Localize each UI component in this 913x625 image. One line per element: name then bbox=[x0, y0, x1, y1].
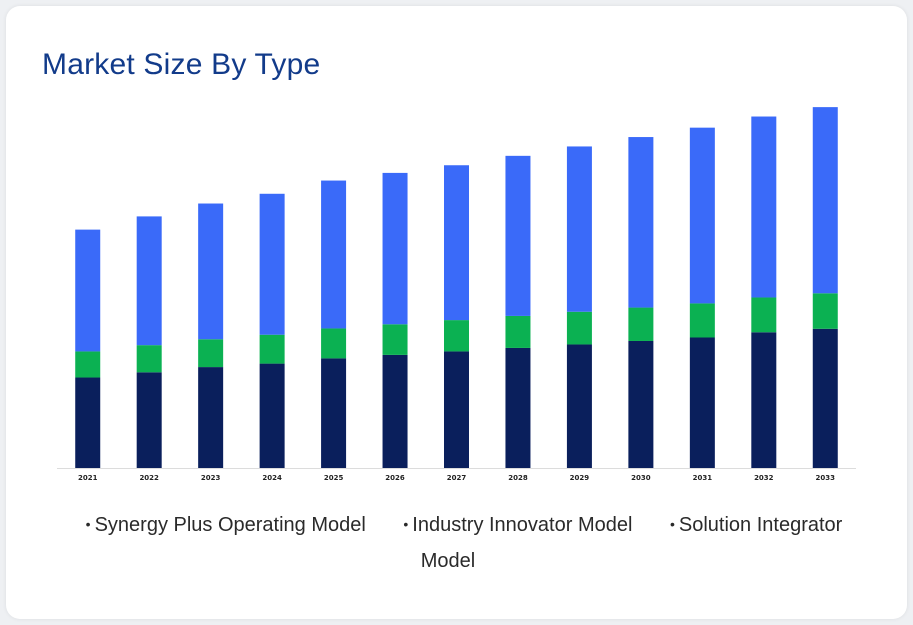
bar-segment-2030-series-1 bbox=[628, 340, 654, 468]
bar-segment-2027-series-2 bbox=[444, 320, 469, 352]
bar-segment-2032-series-1 bbox=[751, 332, 777, 468]
bar-segment-2022-series-1 bbox=[136, 372, 162, 468]
bar-segment-2021-series-3 bbox=[75, 229, 101, 352]
bar-segment-2031-series-1 bbox=[689, 337, 715, 468]
bar-segment-2026-series-2 bbox=[382, 324, 408, 355]
legend-item: • Synergy Plus Operating Model bbox=[86, 514, 366, 536]
x-tick-label: 2029 bbox=[570, 474, 590, 482]
bar-segment-2032-series-2 bbox=[751, 297, 777, 333]
bar-segment-2027-series-3 bbox=[444, 165, 469, 321]
bar-segment-2026-series-1 bbox=[382, 354, 408, 468]
bar-segment-2031-series-2 bbox=[689, 303, 715, 338]
legend-item: • Solution Integrator Model bbox=[421, 514, 843, 572]
bar-segment-2025-series-3 bbox=[321, 180, 347, 329]
bar-segment-2021-series-2 bbox=[75, 351, 101, 378]
bar-segment-2024-series-3 bbox=[259, 193, 285, 335]
bar-segment-2032-series-3 bbox=[751, 116, 777, 298]
bar-segment-2030-series-3 bbox=[628, 137, 654, 308]
x-tick-labels: 2021 2022 2023 2024 2025 2026 2027 2028 2029 2030… bbox=[78, 474, 835, 482]
x-tick-label: 2027 bbox=[447, 474, 467, 482]
bar-segment-2022-series-3 bbox=[136, 216, 162, 346]
x-tick-label: 2023 bbox=[201, 474, 221, 482]
bullet-icon: • bbox=[403, 516, 409, 532]
bar-segment-2023-series-3 bbox=[198, 203, 224, 340]
bar-segment-2025-series-2 bbox=[321, 328, 347, 359]
bar-segment-2031-series-3 bbox=[689, 127, 715, 304]
bullet-icon: • bbox=[85, 516, 91, 532]
x-tick-label: 2031 bbox=[693, 474, 713, 482]
legend-label: Industry Innovator Model bbox=[412, 514, 633, 536]
bar-segment-2028-series-2 bbox=[505, 315, 531, 348]
bar-segment-2021-series-1 bbox=[75, 377, 101, 468]
bar-segment-2029-series-3 bbox=[566, 146, 592, 312]
x-tick-label: 2032 bbox=[754, 474, 774, 482]
x-tick-label: 2025 bbox=[324, 474, 344, 482]
legend-item: • Industry Innovator Model bbox=[403, 514, 632, 536]
bar-segment-2033-series-1 bbox=[812, 328, 838, 468]
bar-segment-2033-series-2 bbox=[812, 293, 838, 329]
bar-segment-2029-series-2 bbox=[566, 311, 592, 345]
bar-segment-2029-series-1 bbox=[566, 344, 592, 468]
bar-segment-2023-series-1 bbox=[198, 367, 224, 468]
bar-segment-2023-series-2 bbox=[198, 339, 224, 368]
chart-legend: • Synergy Plus Operating Model • Industry … bbox=[46, 506, 866, 579]
bar-segment-2027-series-1 bbox=[444, 351, 469, 468]
x-tick-label: 2024 bbox=[262, 474, 282, 482]
x-tick-label: 2028 bbox=[508, 474, 528, 482]
legend-label: Solution Integrator Model bbox=[420, 514, 843, 572]
bar-segment-2024-series-1 bbox=[259, 363, 285, 468]
chart-title: Market Size By Type bbox=[42, 48, 321, 81]
x-tick-label: 2030 bbox=[631, 474, 651, 482]
bar-segment-2028-series-1 bbox=[505, 347, 531, 468]
bar-segment-2028-series-3 bbox=[505, 155, 531, 316]
bar-segment-2030-series-2 bbox=[628, 307, 654, 341]
bar-segment-2025-series-1 bbox=[321, 358, 347, 468]
bar-segment-2026-series-3 bbox=[382, 172, 408, 325]
bar-segment-2024-series-2 bbox=[259, 334, 285, 364]
bar-segment-2022-series-2 bbox=[136, 345, 162, 373]
bullet-icon: • bbox=[669, 516, 675, 532]
x-tick-label: 2022 bbox=[139, 474, 159, 482]
x-tick-label: 2026 bbox=[385, 474, 405, 482]
legend-label: Synergy Plus Operating Model bbox=[94, 514, 366, 536]
bar-segment-2033-series-3 bbox=[812, 107, 838, 294]
bars-group bbox=[75, 107, 838, 468]
x-tick-label: 2021 bbox=[78, 474, 98, 482]
x-tick-label: 2033 bbox=[816, 474, 836, 482]
